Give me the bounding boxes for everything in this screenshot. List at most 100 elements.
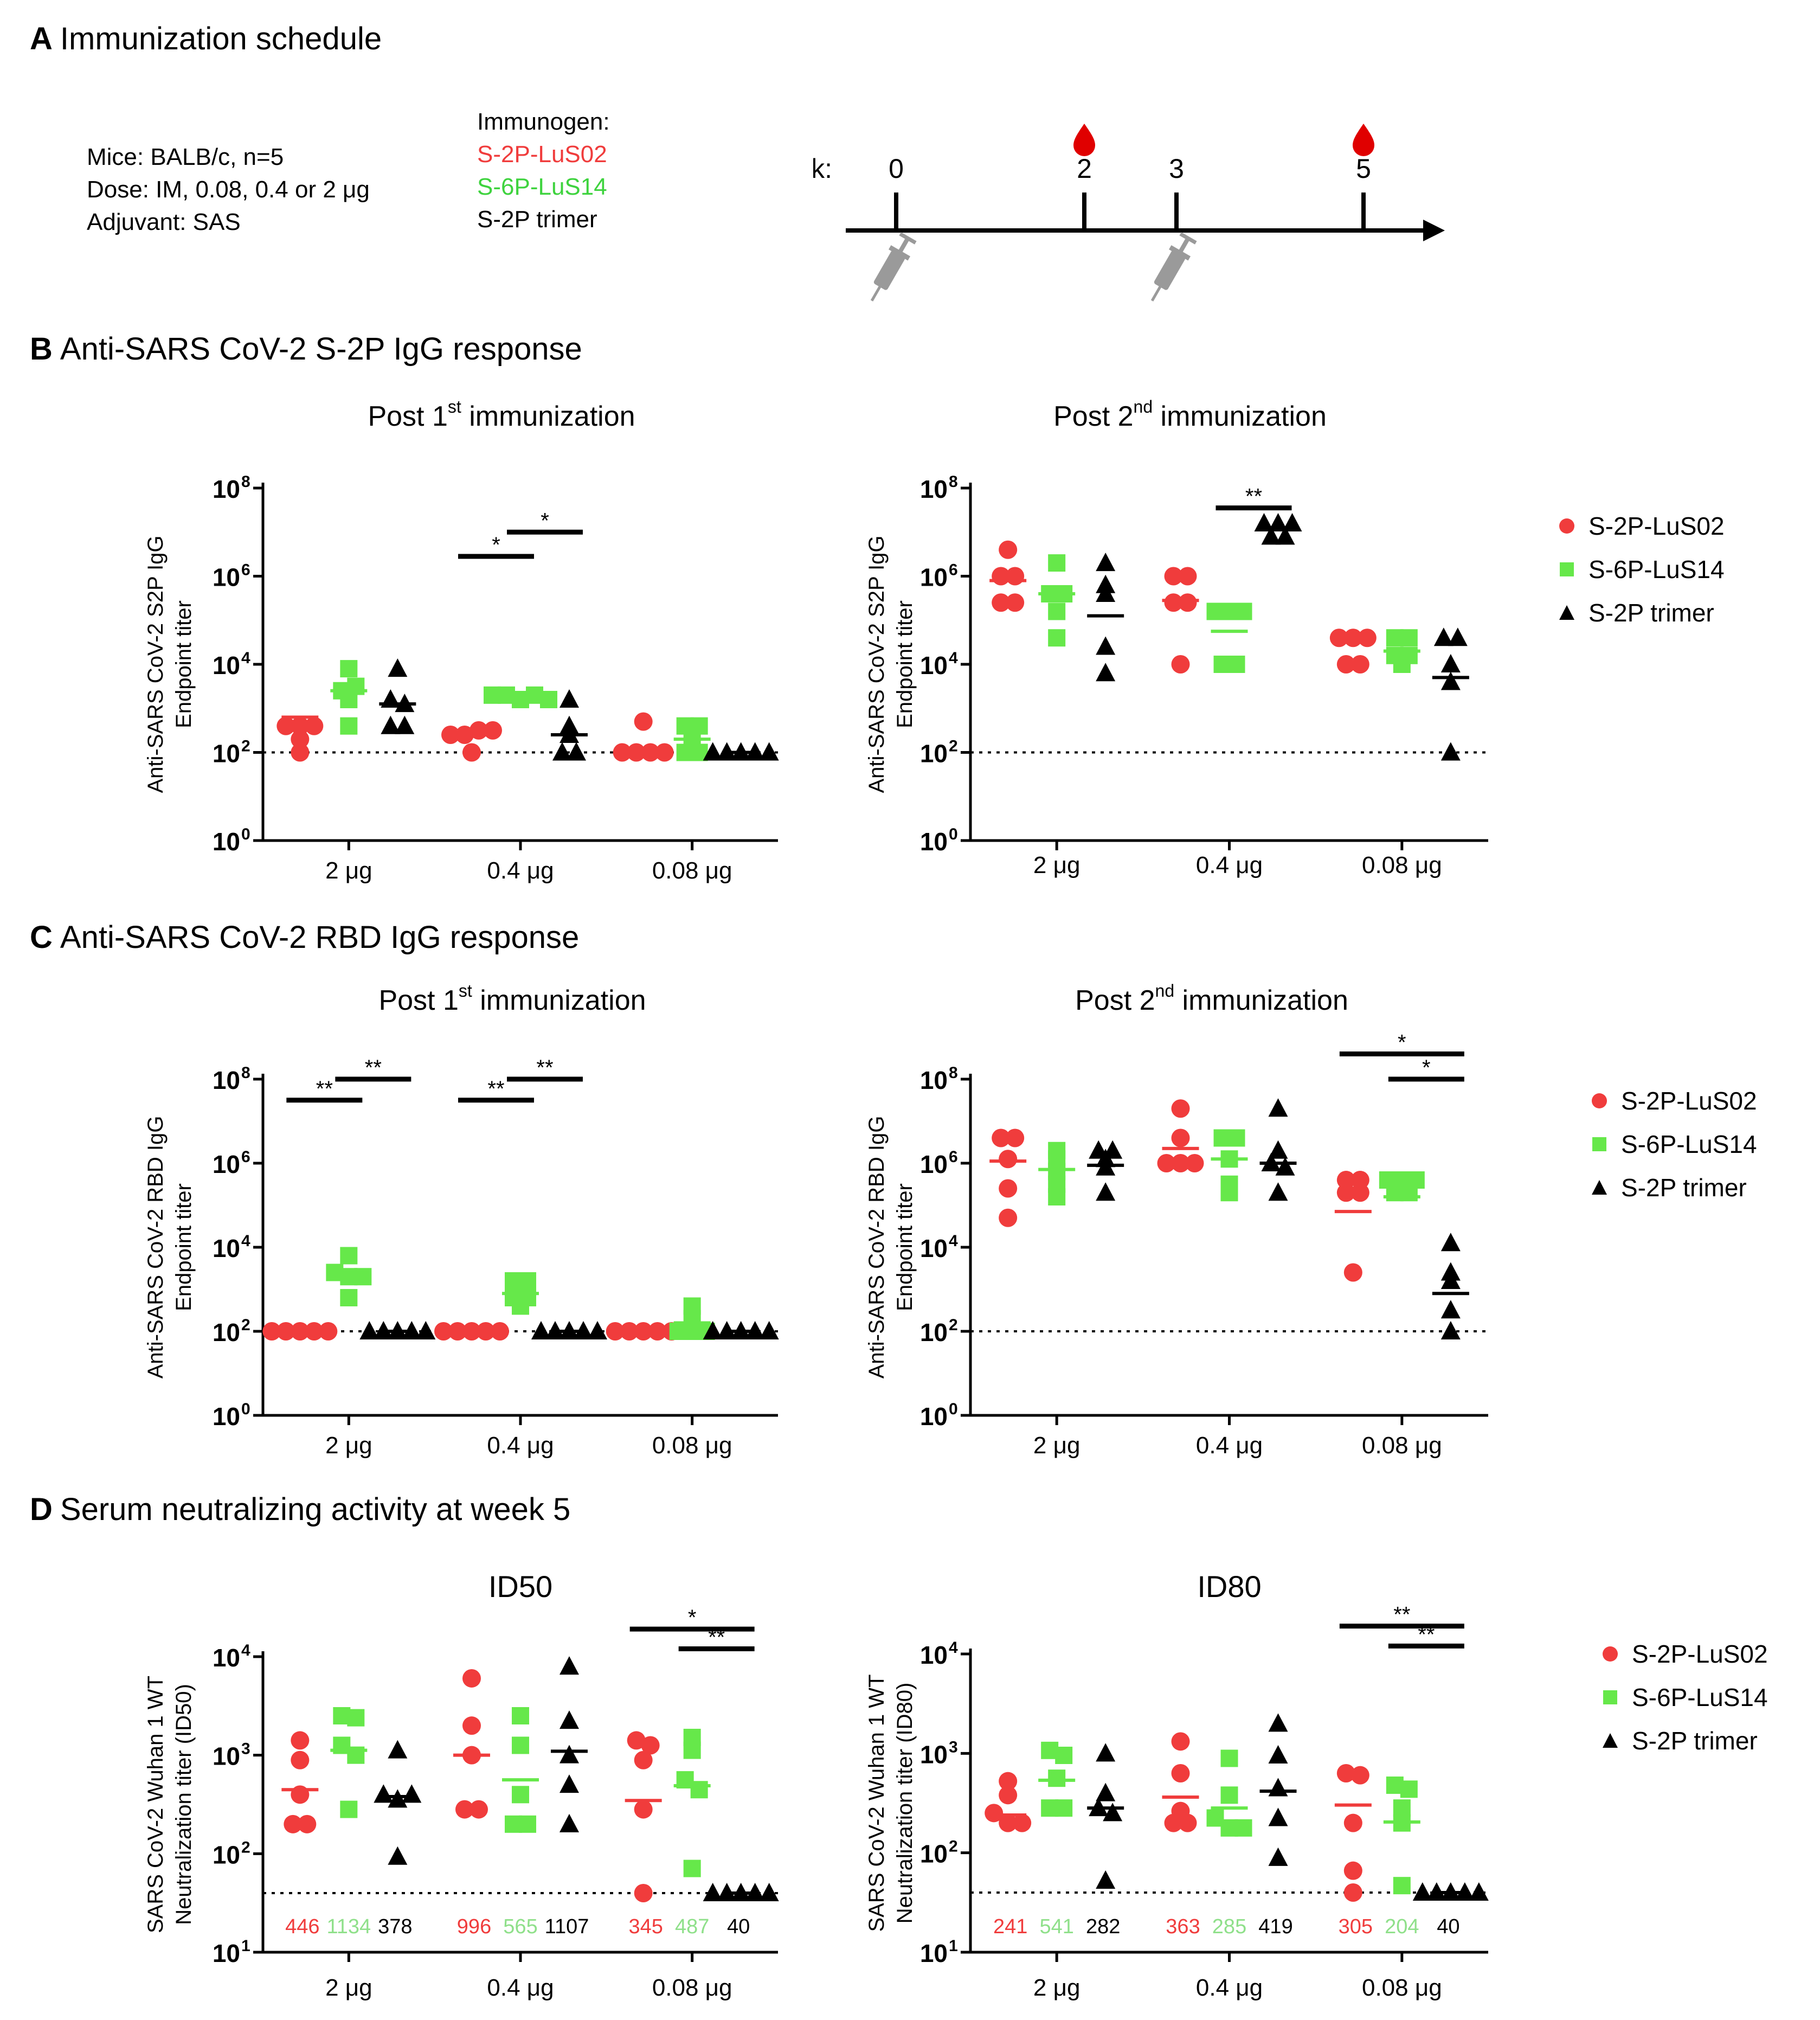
significance-label: * — [1422, 1056, 1431, 1080]
y-tick-exponent: 6 — [949, 1148, 958, 1166]
value-label: 363 — [1166, 1915, 1200, 1938]
data-point — [567, 742, 586, 761]
data-point — [1268, 1778, 1288, 1797]
data-point — [1013, 1813, 1032, 1832]
data-point — [531, 1321, 551, 1339]
y-tick-exponent: 4 — [949, 649, 958, 667]
data-point — [1350, 1183, 1369, 1202]
y-axis-label: Anti-SARS CoV-2 RBD IgG — [865, 1116, 889, 1379]
x-tick-label: 0.08 μg — [1362, 1974, 1442, 2001]
x-tick-label: 2 μg — [1033, 1432, 1081, 1459]
data-point — [1268, 1807, 1288, 1826]
data-point — [1096, 1182, 1116, 1201]
y-tick-exponent: 8 — [949, 473, 958, 491]
legend-c: S-2P-LuS02 S-6P-LuS14 S-2P trimer — [1578, 1079, 1757, 1209]
data-point — [395, 715, 415, 734]
data-point — [1227, 1129, 1245, 1147]
significance-label: * — [541, 509, 549, 533]
y-tick-label: 10 — [920, 1740, 948, 1768]
data-point — [1350, 655, 1369, 674]
data-point — [1448, 627, 1468, 646]
y-tick-exponent: 1 — [241, 1937, 250, 1955]
data-point — [552, 742, 572, 761]
section-b-title: B Anti-SARS CoV-2 S-2P IgG response — [30, 331, 582, 367]
data-point — [703, 742, 723, 761]
data-point — [291, 716, 310, 735]
data-point — [634, 1800, 653, 1819]
data-point — [641, 1736, 660, 1755]
data-point — [1234, 1819, 1252, 1837]
section-d-title: D Serum neutralizing activity at week 5 — [30, 1492, 571, 1527]
timeline-arrow — [1423, 220, 1445, 241]
data-point — [1220, 1749, 1238, 1767]
y-tick-label: 10 — [213, 828, 240, 856]
y-tick-label: 10 — [213, 1150, 240, 1178]
x-tick-label: 2 μg — [1033, 1974, 1081, 2001]
data-point — [1048, 1188, 1066, 1205]
data-point — [512, 1786, 529, 1804]
data-point — [999, 1208, 1018, 1227]
data-point — [1048, 1769, 1066, 1787]
data-point — [276, 716, 295, 735]
data-point — [1171, 1099, 1190, 1118]
y-tick-label: 10 — [213, 1841, 240, 1869]
data-point — [1268, 1745, 1288, 1764]
data-point — [484, 721, 502, 740]
data-point — [1268, 1140, 1288, 1159]
panel-c2-title: Post 2nd immunization — [1075, 981, 1348, 1016]
y-tick-exponent: 0 — [241, 1400, 250, 1418]
data-point — [1006, 567, 1025, 586]
data-point — [1268, 1098, 1288, 1117]
value-label: 1107 — [545, 1915, 589, 1938]
week-3-label: 3 — [1169, 153, 1184, 184]
immunogen-black: S-2P trimer — [477, 206, 597, 233]
legend-b: S-2P-LuS02 S-6P-LuS14 S-2P trimer — [1545, 504, 1725, 634]
data-point — [1048, 629, 1066, 647]
syringe-icon — [1150, 232, 1197, 302]
x-tick-label: 0.08 μg — [652, 857, 732, 884]
section-a-title: A Immunization schedule — [30, 21, 382, 56]
y-tick-exponent: 8 — [241, 1064, 250, 1082]
data-point — [1261, 526, 1281, 545]
value-label: 996 — [457, 1915, 491, 1938]
immunogen-green: S-6P-LuS14 — [477, 174, 607, 200]
y-tick-label: 10 — [920, 1318, 948, 1346]
data-point — [559, 1774, 579, 1793]
data-point — [690, 1781, 708, 1799]
section-c-title: C Anti-SARS CoV-2 RBD IgG response — [30, 920, 580, 955]
data-point — [298, 1814, 317, 1833]
data-point — [1006, 1128, 1025, 1147]
data-point — [291, 730, 310, 749]
data-point — [1178, 567, 1197, 586]
data-point — [1178, 593, 1197, 612]
y-tick-label: 10 — [213, 1066, 240, 1094]
y-tick-exponent: 2 — [949, 1838, 958, 1856]
data-point — [655, 743, 674, 762]
data-point — [1234, 602, 1252, 620]
value-label: 204 — [1385, 1915, 1419, 1938]
y-tick-label: 10 — [213, 1939, 240, 1967]
data-point — [1178, 1813, 1197, 1832]
data-point — [1358, 629, 1377, 647]
significance-label: * — [492, 533, 500, 557]
y-tick-exponent: 0 — [949, 825, 958, 843]
data-point — [627, 1731, 646, 1750]
data-point — [999, 1786, 1018, 1805]
y-axis-label: Endpoint titer — [893, 1183, 917, 1311]
data-point — [1164, 567, 1183, 586]
panel-c1-title: Post 1st immunization — [378, 981, 646, 1016]
y-axis-label: Anti-SARS CoV-2 S2P IgG — [865, 535, 889, 793]
data-point — [999, 1772, 1018, 1791]
y-tick-label: 10 — [920, 1150, 948, 1178]
chart-title: ID80 — [1197, 1569, 1261, 1604]
data-point — [1343, 1861, 1362, 1880]
value-label: 1134 — [326, 1915, 371, 1938]
data-point — [462, 1716, 481, 1735]
value-label: 378 — [378, 1915, 412, 1938]
value-label: 541 — [1039, 1915, 1073, 1938]
value-label: 40 — [727, 1915, 750, 1938]
data-point — [1343, 1883, 1362, 1902]
x-tick-label: 2 μg — [325, 1974, 372, 2001]
data-point — [1185, 1154, 1204, 1172]
data-point — [703, 1321, 723, 1339]
